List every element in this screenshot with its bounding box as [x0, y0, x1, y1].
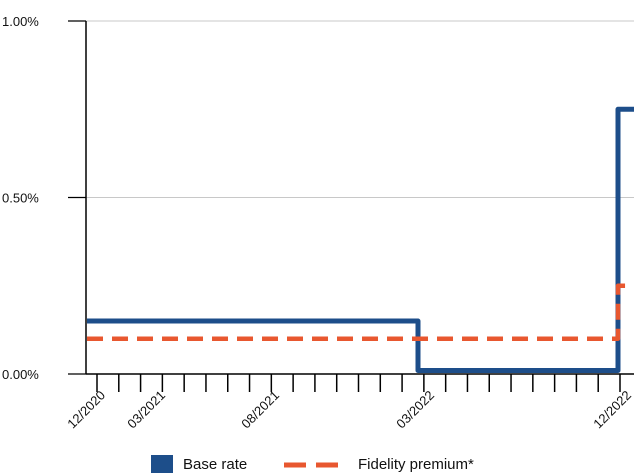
x-tick-label: 03/2021 — [124, 388, 168, 432]
legend-label-base-rate: Base rate — [183, 456, 247, 473]
legend-label-fidelity-premium: Fidelity premium* — [358, 456, 474, 473]
y-tick-label: 1.00% — [2, 14, 39, 29]
series-line-1 — [87, 283, 634, 341]
x-tick-label: 03/2022 — [393, 388, 437, 432]
x-tick-label: 12/2020 — [64, 388, 108, 432]
legend-swatch-base-rate — [151, 455, 173, 473]
series-lines — [87, 106, 634, 373]
legend: Base rate Fidelity premium* — [151, 455, 474, 473]
x-ticks: 12/2020 03/2021 08/2021 03/2022 12/2022 — [64, 374, 634, 431]
series-line-0 — [87, 106, 634, 373]
grid-lines — [86, 20, 634, 198]
x-tick-label: 08/2021 — [238, 388, 282, 432]
y-ticks: 0.00% 0.50% 1.00% — [2, 14, 86, 382]
y-tick-label: 0.00% — [2, 367, 39, 382]
x-tick-label: 12/2022 — [590, 388, 634, 432]
y-tick-label: 0.50% — [2, 191, 39, 206]
